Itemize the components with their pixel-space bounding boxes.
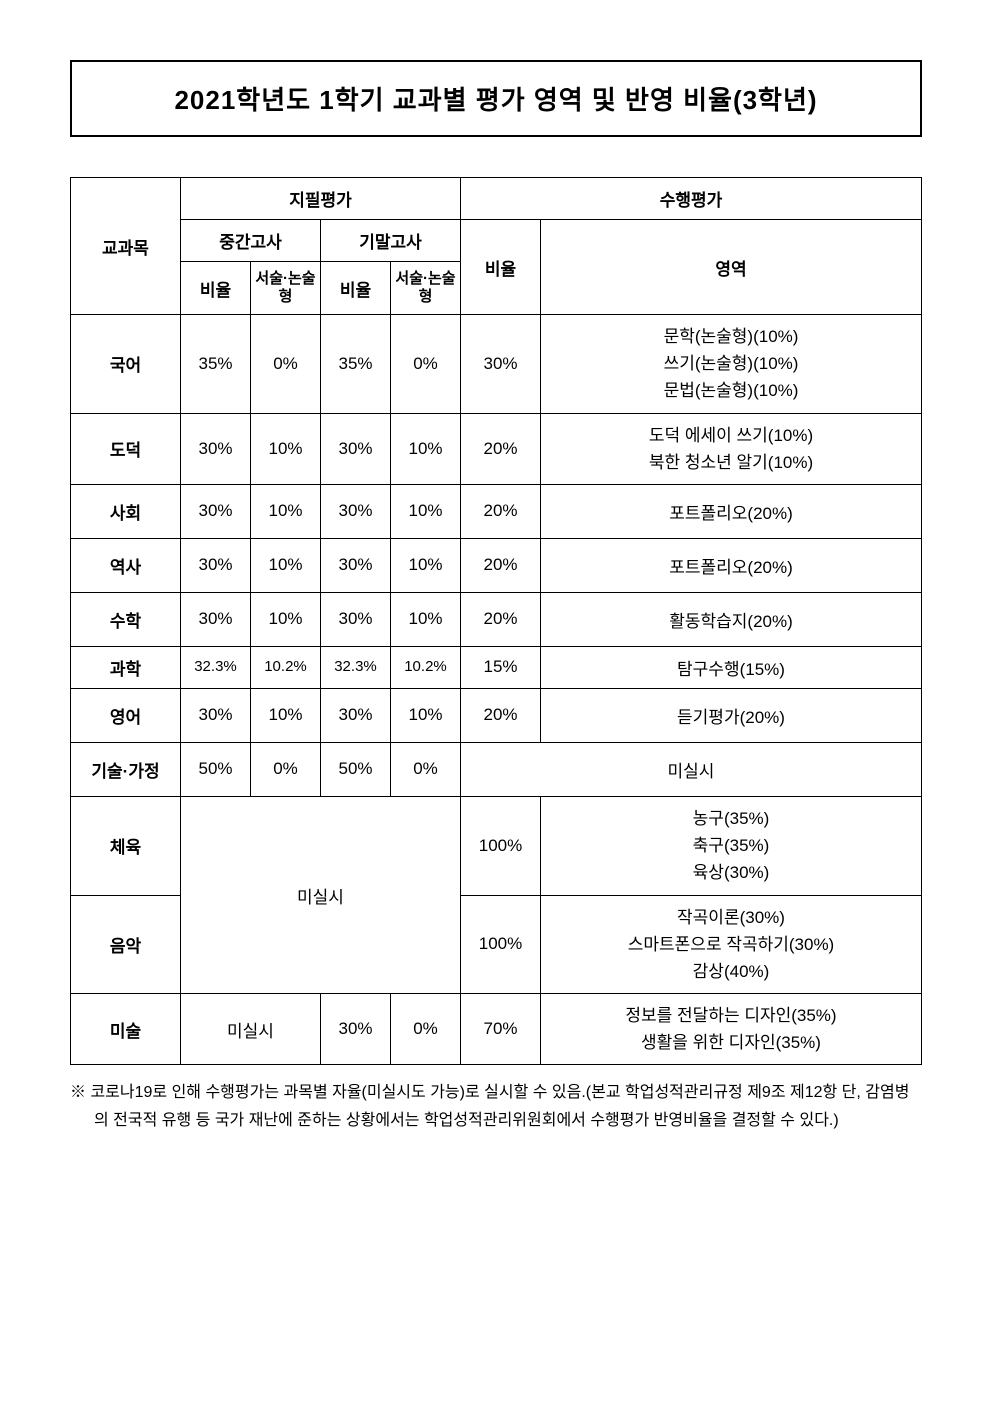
cell: 0%: [391, 315, 461, 414]
header-fin-ratio: 비율: [321, 262, 391, 315]
cell-subject: 영어: [71, 688, 181, 742]
cell-area: 정보를 전달하는 디자인(35%)생활을 위한 디자인(35%): [541, 994, 922, 1065]
page-title: 2021학년도 1학기 교과별 평가 영역 및 반영 비율(3학년): [92, 80, 900, 117]
cell-area: 활동학습지(20%): [541, 592, 922, 646]
cell: 20%: [461, 484, 541, 538]
cell: 30%: [181, 688, 251, 742]
table-row: 역사 30% 10% 30% 10% 20% 포트폴리오(20%): [71, 538, 922, 592]
cell-subject: 수학: [71, 592, 181, 646]
cell: 10%: [391, 484, 461, 538]
cell-area: 탐구수행(15%): [541, 646, 922, 688]
cell: 35%: [181, 315, 251, 414]
title-box: 2021학년도 1학기 교과별 평가 영역 및 반영 비율(3학년): [70, 60, 922, 137]
table-row: 국어 35% 0% 35% 0% 30% 문학(논술형)(10%)쓰기(논술형)…: [71, 315, 922, 414]
header-midterm: 중간고사: [181, 220, 321, 262]
cell-merged: 미실시: [181, 796, 461, 993]
cell: 15%: [461, 646, 541, 688]
cell: 10%: [391, 592, 461, 646]
cell: 35%: [321, 315, 391, 414]
cell-subject: 체육: [71, 796, 181, 895]
cell-subject: 도덕: [71, 413, 181, 484]
cell: 10%: [251, 413, 321, 484]
header-performance: 수행평가: [461, 178, 922, 220]
cell: 32.3%: [321, 646, 391, 688]
table-row: 사회 30% 10% 30% 10% 20% 포트폴리오(20%): [71, 484, 922, 538]
cell: 30%: [321, 413, 391, 484]
cell-subject: 사회: [71, 484, 181, 538]
cell: 30%: [181, 538, 251, 592]
footnote: ※ 코로나19로 인해 수행평가는 과목별 자율(미실시도 가능)로 실시할 수…: [70, 1079, 922, 1133]
cell: 10%: [391, 688, 461, 742]
cell: 30%: [181, 592, 251, 646]
cell-subject: 국어: [71, 315, 181, 414]
table-row: 도덕 30% 10% 30% 10% 20% 도덕 에세이 쓰기(10%)북한 …: [71, 413, 922, 484]
cell-area: 포트폴리오(20%): [541, 484, 922, 538]
cell: 30%: [181, 484, 251, 538]
header-perf-ratio: 비율: [461, 220, 541, 315]
cell: 30%: [321, 484, 391, 538]
evaluation-table: 교과목 지필평가 수행평가 중간고사 기말고사 비율 영역 비율 서술·논술형 …: [70, 177, 922, 1065]
cell: 10%: [251, 538, 321, 592]
cell: 32.3%: [181, 646, 251, 688]
cell: 100%: [461, 895, 541, 994]
cell-merged: 미실시: [461, 742, 922, 796]
header-fin-essay: 서술·논술형: [391, 262, 461, 315]
cell-subject: 역사: [71, 538, 181, 592]
cell-area: 듣기평가(20%): [541, 688, 922, 742]
cell: 10%: [391, 413, 461, 484]
table-row: 미술 미실시 30% 0% 70% 정보를 전달하는 디자인(35%)생활을 위…: [71, 994, 922, 1065]
table-body: 국어 35% 0% 35% 0% 30% 문학(논술형)(10%)쓰기(논술형)…: [71, 315, 922, 1065]
header-mid-essay: 서술·논술형: [251, 262, 321, 315]
cell: 10%: [251, 688, 321, 742]
cell-area: 작곡이론(30%)스마트폰으로 작곡하기(30%)감상(40%): [541, 895, 922, 994]
cell: 20%: [461, 413, 541, 484]
cell: 30%: [321, 994, 391, 1065]
header-subject: 교과목: [71, 178, 181, 315]
cell: 20%: [461, 688, 541, 742]
table-row: 기술·가정 50% 0% 50% 0% 미실시: [71, 742, 922, 796]
cell: 30%: [321, 592, 391, 646]
table-row: 체육 미실시 100% 농구(35%)축구(35%)육상(30%): [71, 796, 922, 895]
cell: 30%: [181, 413, 251, 484]
cell-area: 문학(논술형)(10%)쓰기(논술형)(10%)문법(논술형)(10%): [541, 315, 922, 414]
cell-subject: 과학: [71, 646, 181, 688]
header-written: 지필평가: [181, 178, 461, 220]
header-final: 기말고사: [321, 220, 461, 262]
cell: 20%: [461, 592, 541, 646]
cell: 10%: [251, 484, 321, 538]
cell: 50%: [181, 742, 251, 796]
cell: 70%: [461, 994, 541, 1065]
cell: 10%: [251, 592, 321, 646]
cell: 50%: [321, 742, 391, 796]
cell: 0%: [391, 994, 461, 1065]
cell-area: 농구(35%)축구(35%)육상(30%): [541, 796, 922, 895]
cell: 10.2%: [391, 646, 461, 688]
cell: 20%: [461, 538, 541, 592]
cell-area: 도덕 에세이 쓰기(10%)북한 청소년 알기(10%): [541, 413, 922, 484]
header-mid-ratio: 비율: [181, 262, 251, 315]
cell-area: 포트폴리오(20%): [541, 538, 922, 592]
cell: 30%: [461, 315, 541, 414]
cell-subject: 미술: [71, 994, 181, 1065]
cell: 30%: [321, 538, 391, 592]
table-row: 영어 30% 10% 30% 10% 20% 듣기평가(20%): [71, 688, 922, 742]
cell: 0%: [391, 742, 461, 796]
cell-subject: 음악: [71, 895, 181, 994]
table-header: 교과목 지필평가 수행평가 중간고사 기말고사 비율 영역 비율 서술·논술형 …: [71, 178, 922, 315]
cell-merged: 미실시: [181, 994, 321, 1065]
table-row: 수학 30% 10% 30% 10% 20% 활동학습지(20%): [71, 592, 922, 646]
cell: 0%: [251, 742, 321, 796]
cell: 30%: [321, 688, 391, 742]
cell: 100%: [461, 796, 541, 895]
cell: 0%: [251, 315, 321, 414]
table-row: 과학 32.3% 10.2% 32.3% 10.2% 15% 탐구수행(15%): [71, 646, 922, 688]
header-area: 영역: [541, 220, 922, 315]
cell-subject: 기술·가정: [71, 742, 181, 796]
cell: 10.2%: [251, 646, 321, 688]
cell: 10%: [391, 538, 461, 592]
